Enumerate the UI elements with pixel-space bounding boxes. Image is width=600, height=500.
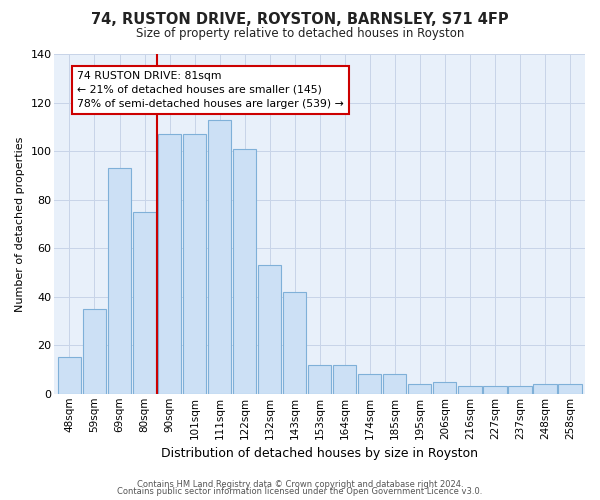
- Bar: [133, 212, 156, 394]
- Text: 74, RUSTON DRIVE, ROYSTON, BARNSLEY, S71 4FP: 74, RUSTON DRIVE, ROYSTON, BARNSLEY, S71…: [91, 12, 509, 28]
- Bar: [183, 134, 206, 394]
- Bar: [508, 386, 532, 394]
- Bar: [559, 384, 581, 394]
- Bar: [483, 386, 506, 394]
- Bar: [283, 292, 307, 394]
- Text: 74 RUSTON DRIVE: 81sqm
← 21% of detached houses are smaller (145)
78% of semi-de: 74 RUSTON DRIVE: 81sqm ← 21% of detached…: [77, 71, 344, 109]
- Bar: [208, 120, 231, 394]
- X-axis label: Distribution of detached houses by size in Royston: Distribution of detached houses by size …: [161, 447, 478, 460]
- Bar: [383, 374, 406, 394]
- Bar: [458, 386, 482, 394]
- Text: Size of property relative to detached houses in Royston: Size of property relative to detached ho…: [136, 28, 464, 40]
- Y-axis label: Number of detached properties: Number of detached properties: [15, 136, 25, 312]
- Bar: [83, 309, 106, 394]
- Bar: [158, 134, 181, 394]
- Bar: [408, 384, 431, 394]
- Text: Contains public sector information licensed under the Open Government Licence v3: Contains public sector information licen…: [118, 487, 482, 496]
- Bar: [358, 374, 382, 394]
- Bar: [108, 168, 131, 394]
- Bar: [533, 384, 557, 394]
- Bar: [258, 265, 281, 394]
- Text: Contains HM Land Registry data © Crown copyright and database right 2024.: Contains HM Land Registry data © Crown c…: [137, 480, 463, 489]
- Bar: [333, 364, 356, 394]
- Bar: [433, 382, 457, 394]
- Bar: [58, 358, 81, 394]
- Bar: [233, 148, 256, 394]
- Bar: [308, 364, 331, 394]
